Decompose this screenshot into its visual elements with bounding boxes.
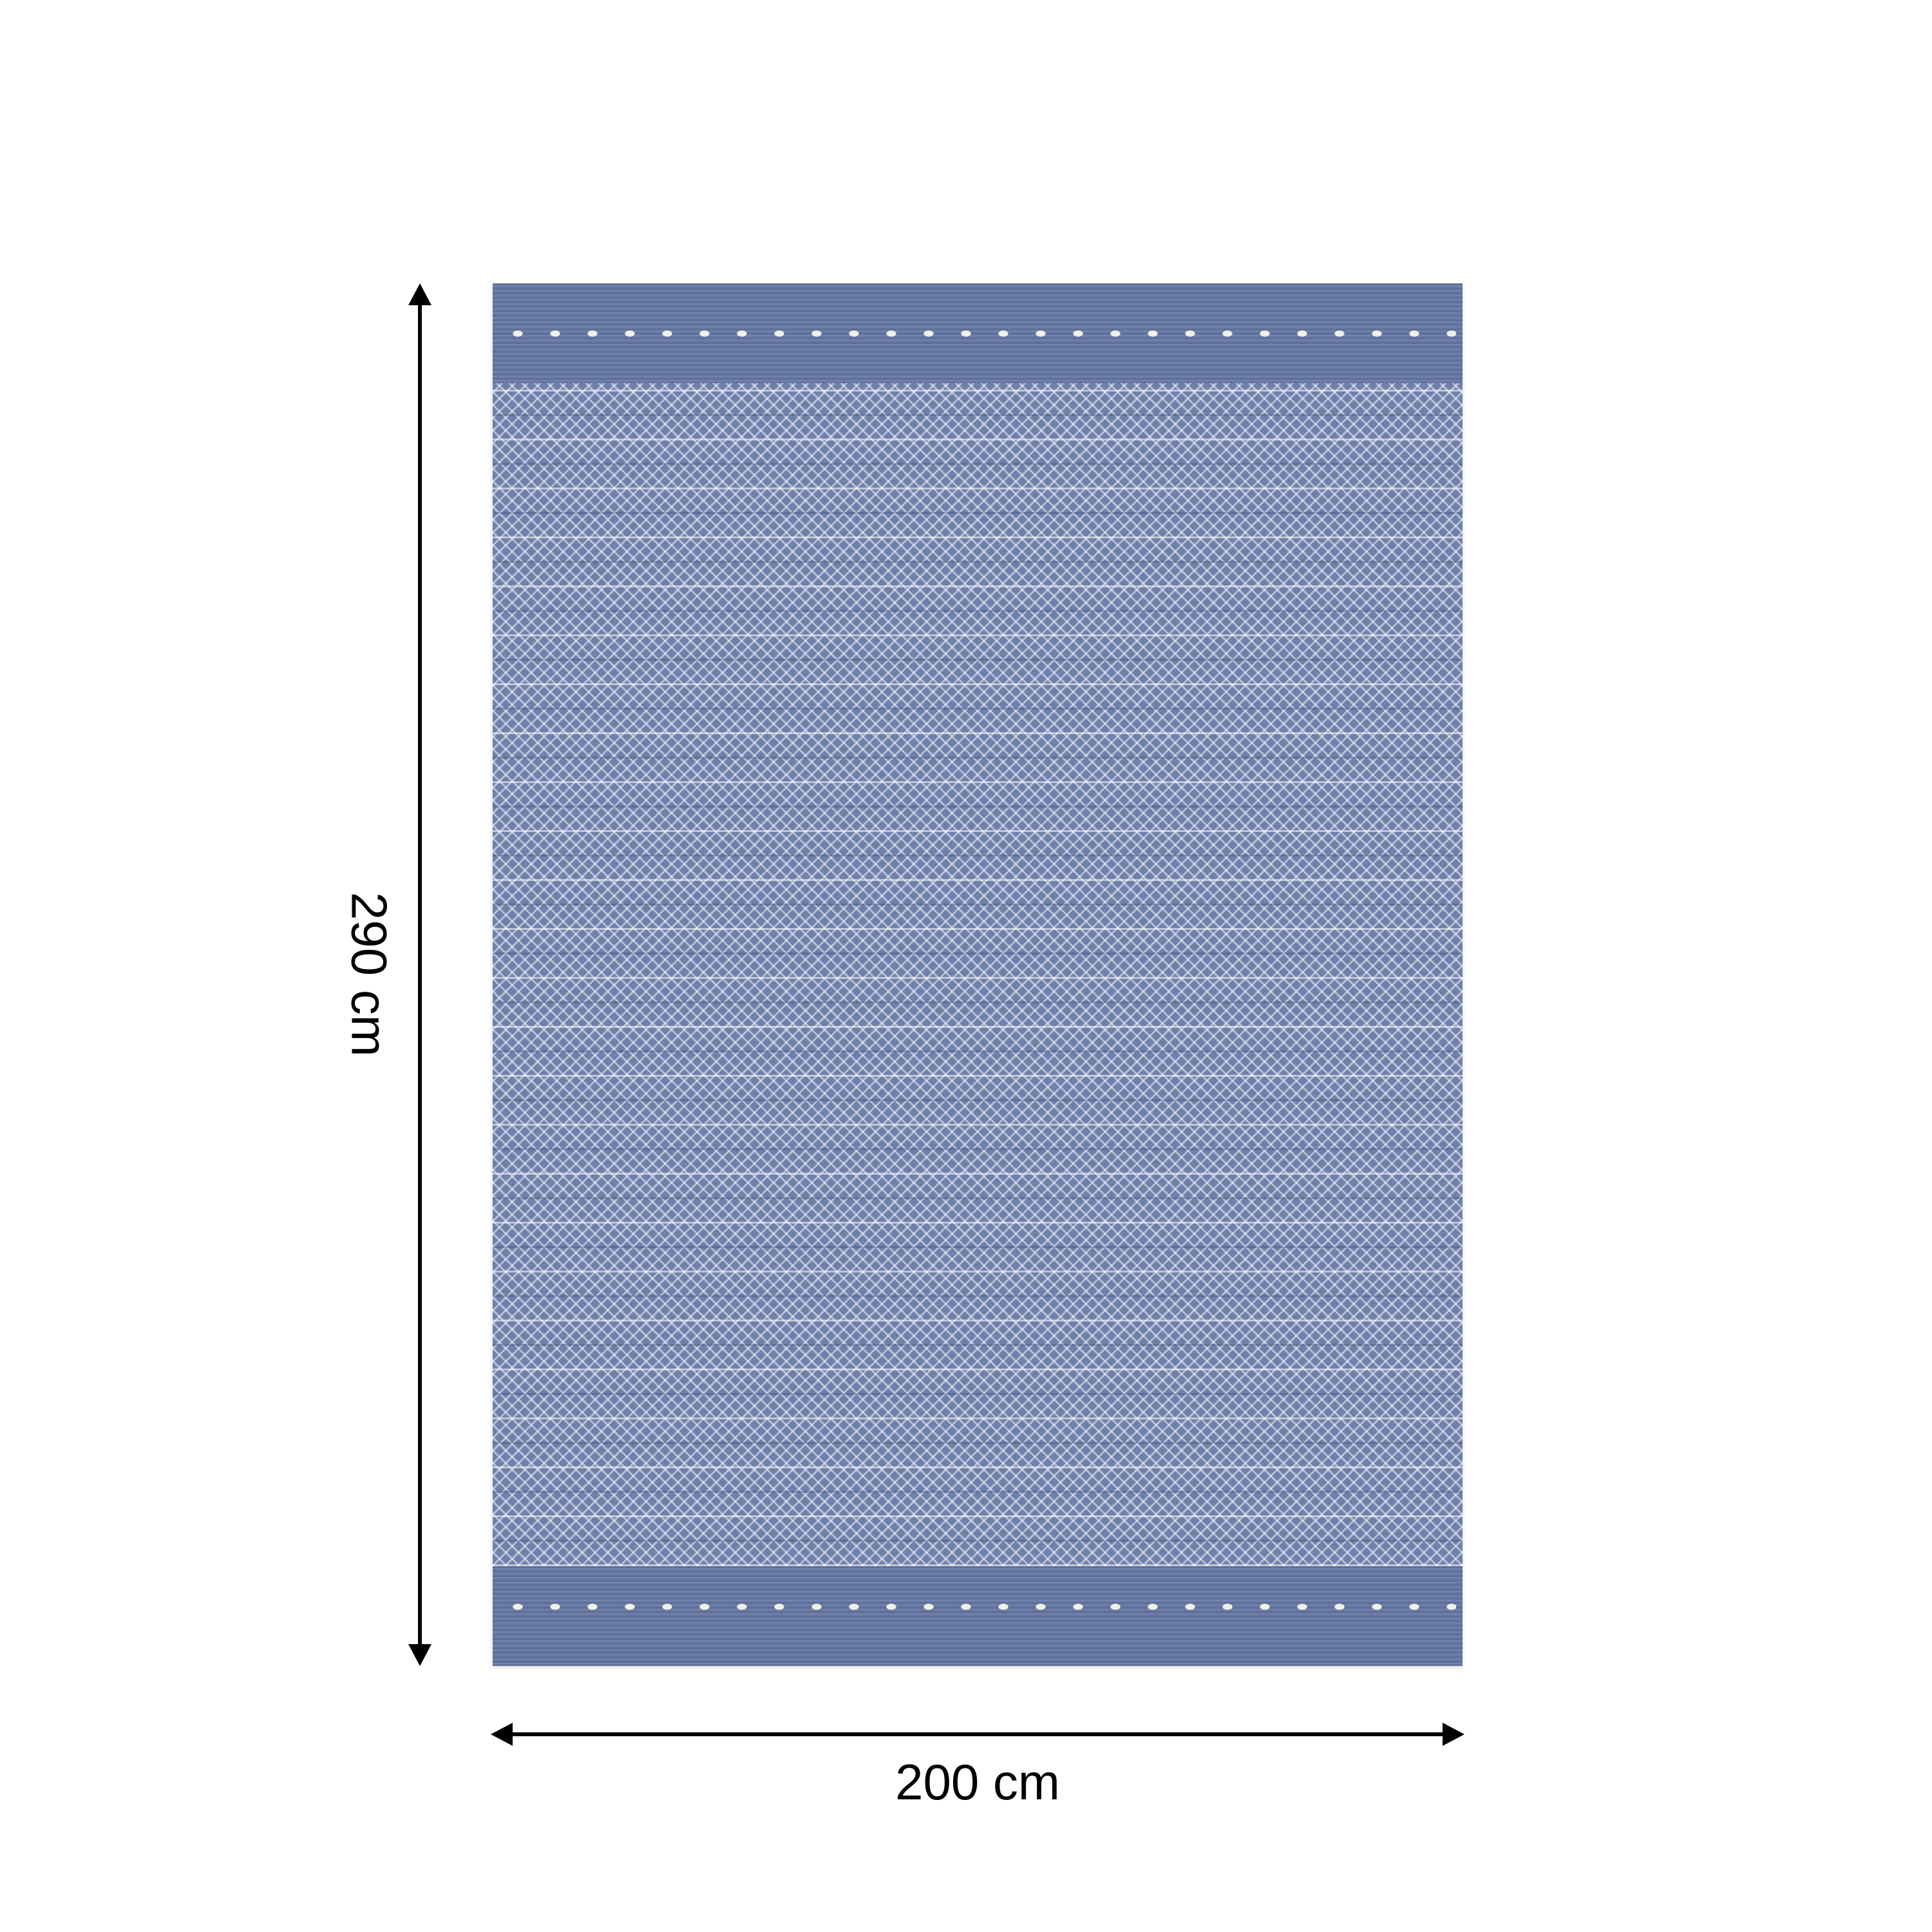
rug-geometric-pattern-field — [493, 383, 1463, 1566]
rug-top-stitch-line — [499, 330, 1456, 337]
rug-bottom-border-band — [493, 1566, 1463, 1666]
arrow-right-icon — [1443, 1723, 1464, 1746]
height-dimension-label: 290 cm — [341, 892, 398, 1057]
width-arrow-line — [512, 1732, 1443, 1736]
width-dimension-label: 200 cm — [895, 1754, 1060, 1810]
arrow-left-icon — [491, 1723, 513, 1746]
height-arrow-line — [418, 303, 422, 1645]
rug-top-border-band — [493, 283, 1463, 383]
rug-bottom-stitch-line — [499, 1604, 1456, 1610]
arrow-up-icon — [408, 283, 431, 305]
arrow-down-icon — [408, 1644, 431, 1666]
rug-image — [493, 283, 1463, 1666]
